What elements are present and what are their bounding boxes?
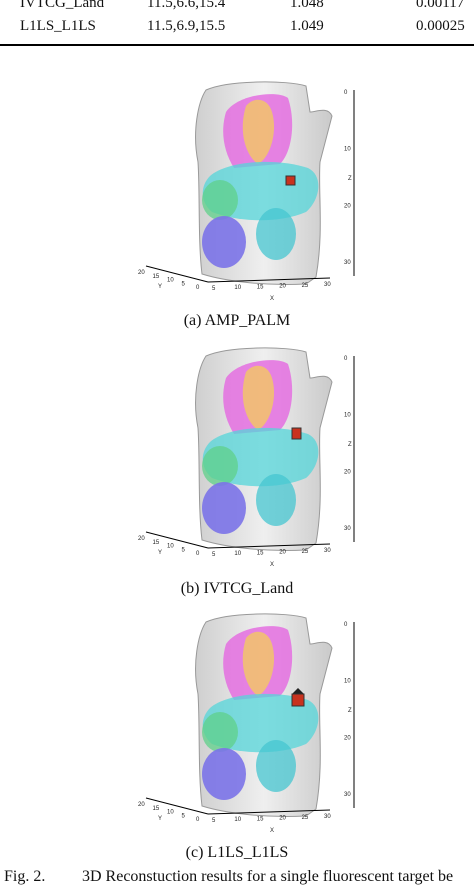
z-tick-label: 0: [344, 622, 348, 628]
caption-a: (a) AMP_PALM: [183, 312, 291, 329]
x-tick-label: 15: [257, 284, 264, 290]
x-tick-label: 10: [234, 817, 241, 823]
axis-ticks-a: 5 10 15 20 25 30 X 20 15 10 5 0 Y 0 10 20 30 Z: [138, 90, 352, 302]
fluorescent-target: [291, 693, 305, 707]
heart-shape: [242, 365, 275, 430]
z-tick-label: 20: [344, 735, 351, 741]
x-axis-label: X: [270, 828, 274, 834]
y-tick-label: 20: [138, 270, 145, 276]
x-tick-label: 20: [279, 816, 286, 822]
y-tick-label: 10: [167, 544, 174, 550]
figure-caption: Fig. 2. 3D Reconstuction results for a si…: [4, 868, 453, 886]
y-tick-label: 5: [182, 547, 186, 553]
z-tick-label: 30: [344, 526, 351, 532]
x-tick-label: 25: [302, 815, 309, 821]
y-tick-label: 15: [153, 540, 160, 546]
figure-panel-a: 5 10 15 20 25 30 X 20 15 10 5 0 Y 0 10 20 30 Z: [128, 72, 358, 304]
table-bottom-rule: [0, 44, 474, 46]
y-tick-label: 0: [196, 817, 200, 823]
y-axis-label: Y: [158, 550, 162, 556]
caption-c: (c) L1LS_L1LS: [185, 844, 289, 861]
kidney-left: [202, 748, 246, 800]
y-tick-label: 0: [196, 551, 200, 557]
z-axis-label: Z: [348, 176, 352, 182]
kidney-left: [202, 216, 246, 268]
y-tick-label: 5: [182, 281, 186, 287]
z-axis-label: Z: [348, 442, 352, 448]
stomach-shape: [202, 712, 238, 752]
y-tick-label: 20: [138, 802, 145, 808]
axis-ticks-b: 5 10 15 20 25 30 X 20 15 10 5 0 Y 0 10 20 30 Z: [138, 356, 352, 568]
x-tick-label: 25: [302, 283, 309, 289]
axis-ticks-c: 5 10 15 20 25 30 X 20 15 10 5 0 Y 0 10 20 30 Z: [138, 622, 352, 834]
y-tick-label: 5: [182, 813, 186, 819]
z-tick-label: 0: [344, 356, 348, 362]
table-row-1-position: 11.5,6.6,15.4: [147, 0, 226, 11]
figure-panel-b: 5 10 15 20 25 30 X 20 15 10 5 0 Y 0 10 20 30 Z: [128, 338, 358, 570]
kidney-right: [256, 474, 296, 526]
figure-panel-c: 5 10 15 20 25 30 X 20 15 10 5 0 Y 0 10 20 30 Z: [128, 604, 358, 836]
kidney-right: [256, 208, 296, 260]
x-tick-label: 10: [234, 551, 241, 557]
x-tick-label: 30: [324, 814, 331, 820]
x-tick-label: 15: [257, 550, 264, 556]
kidney-right: [256, 740, 296, 792]
kidney-left: [202, 482, 246, 534]
z-tick-label: 30: [344, 792, 351, 798]
x-tick-label: 30: [324, 548, 331, 554]
z-tick-label: 10: [344, 679, 351, 685]
x-tick-label: 20: [279, 284, 286, 290]
x-tick-label: 15: [257, 816, 264, 822]
y-tick-label: 10: [167, 278, 174, 284]
fluorescent-target: [285, 175, 296, 186]
figure-caption-text: 3D Reconstuction results for a single fl…: [82, 868, 454, 885]
x-tick-label: 30: [324, 282, 331, 288]
y-tick-label: 10: [167, 810, 174, 816]
table-row-2-position: 11.5,6.9,15.5: [147, 18, 226, 34]
heart-shape: [242, 99, 275, 164]
z-tick-label: 20: [344, 203, 351, 209]
table-row-2-method: L1LS_L1LS: [20, 18, 96, 34]
mouse-render-b: 5 10 15 20 25 30 X 20 15 10 5 0 Y 0 10 20 30 Z: [138, 347, 355, 568]
x-tick-label: 5: [212, 552, 216, 558]
stomach-shape: [202, 180, 238, 220]
y-tick-label: 15: [153, 274, 160, 280]
y-tick-label: 0: [196, 285, 200, 291]
figure-caption-label: Fig. 2.: [4, 868, 46, 885]
x-axis-label: X: [270, 296, 274, 302]
y-tick-label: 15: [153, 806, 160, 812]
z-tick-label: 20: [344, 469, 351, 475]
heart-shape: [242, 631, 275, 696]
x-axis-label: X: [270, 562, 274, 568]
z-tick-label: 10: [344, 413, 351, 419]
table-row-1-ratio: 1.048: [290, 0, 324, 11]
table-row-2-error: 0.00025: [416, 18, 465, 34]
y-tick-label: 20: [138, 536, 145, 542]
fluorescent-target-cap: [292, 688, 304, 694]
y-axis-label: Y: [158, 284, 162, 290]
z-tick-label: 10: [344, 147, 351, 153]
mouse-render-a: 5 10 15 20 25 30 X 20 15 10 5 0 Y 0 10 20 30 Z: [138, 81, 355, 302]
table-row-1-error: 0.00117: [416, 0, 465, 11]
table-row-2-ratio: 1.049: [290, 18, 324, 34]
stomach-shape: [202, 446, 238, 486]
z-tick-label: 30: [344, 260, 351, 266]
z-axis-label: Z: [348, 708, 352, 714]
caption-b: (b) IVTCG_Land: [180, 580, 294, 597]
x-tick-label: 5: [212, 818, 216, 824]
x-tick-label: 10: [234, 285, 241, 291]
x-tick-label: 20: [279, 550, 286, 556]
mouse-render-c: 5 10 15 20 25 30 X 20 15 10 5 0 Y 0 10 20 30 Z: [138, 613, 355, 834]
x-tick-label: 25: [302, 549, 309, 555]
y-axis-label: Y: [158, 816, 162, 822]
z-tick-label: 0: [344, 90, 348, 96]
fluorescent-target: [291, 427, 302, 440]
x-tick-label: 5: [212, 286, 216, 292]
table-row-1-method: IVTCG_Land: [20, 0, 105, 11]
